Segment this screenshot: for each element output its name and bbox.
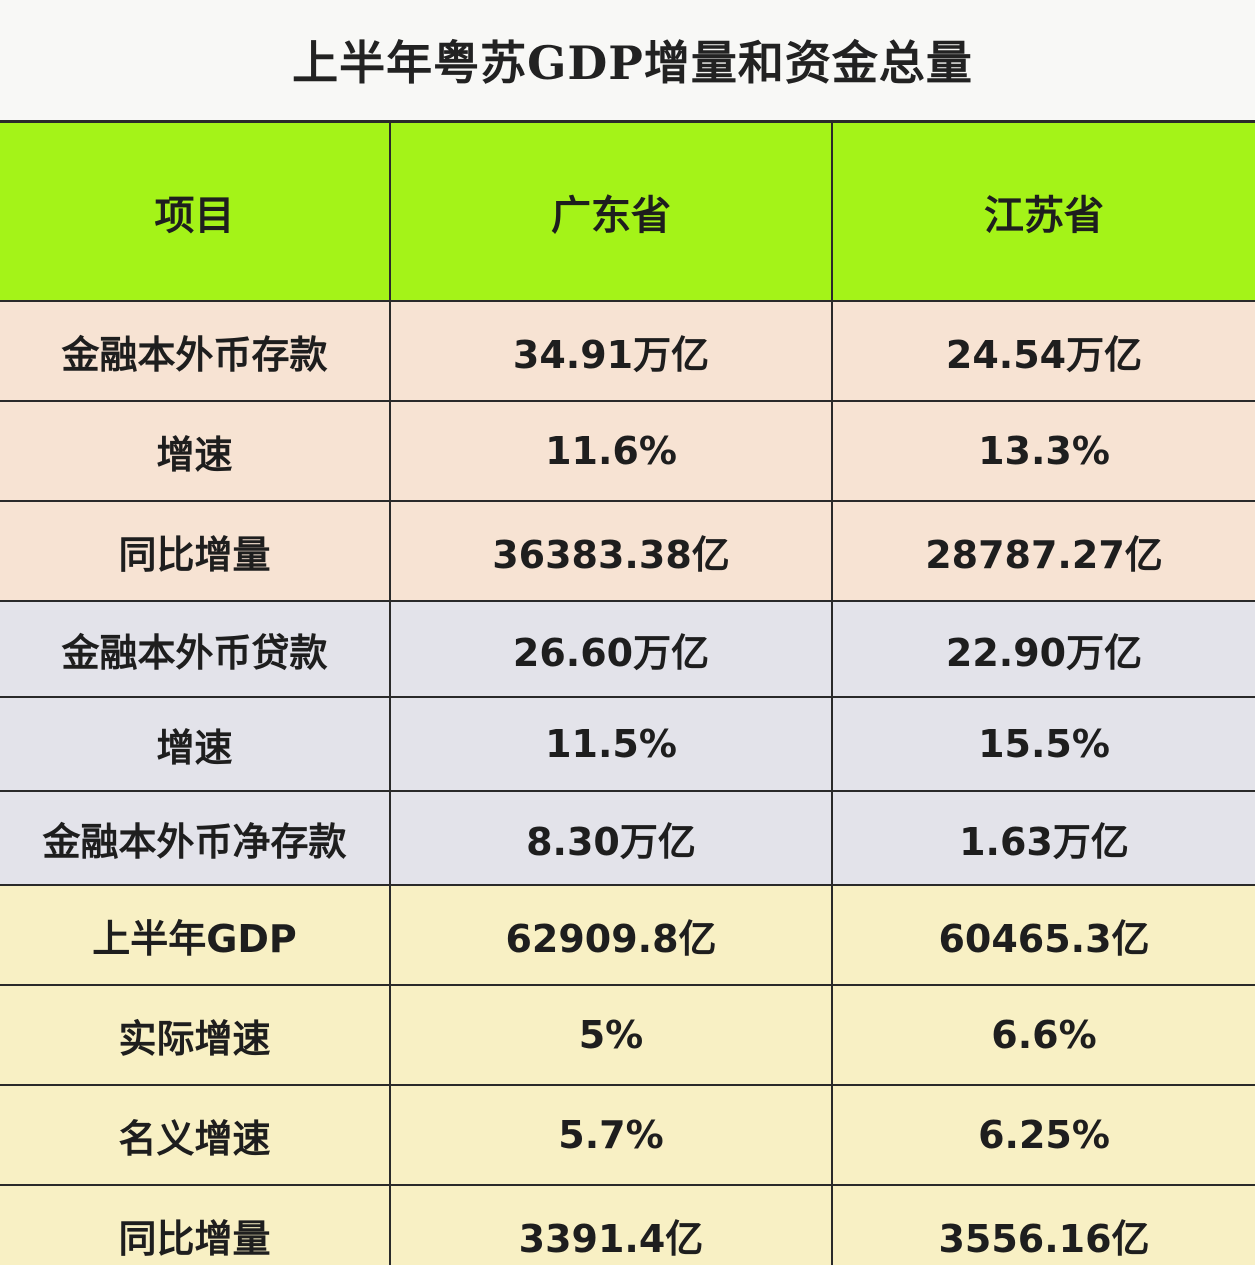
table-row: 增速 11.6% 13.3%	[0, 400, 1255, 502]
guangdong-value: 5%	[389, 984, 833, 1086]
jiangsu-value: 24.54万亿	[831, 300, 1255, 402]
column-header-jiangsu: 江苏省	[831, 120, 1255, 302]
table-row: 金融本外币存款 34.91万亿 24.54万亿	[0, 300, 1255, 402]
row-label: 同比增量	[0, 500, 391, 602]
row-label: 金融本外币净存款	[0, 790, 391, 886]
table-row: 名义增速 5.7% 6.25%	[0, 1084, 1255, 1186]
comparison-table: 项目 广东省 江苏省 金融本外币存款 34.91万亿 24.54万亿 增速 11…	[0, 120, 1255, 1265]
table-row: 金融本外币净存款 8.30万亿 1.63万亿	[0, 790, 1255, 886]
jiangsu-value: 22.90万亿	[831, 600, 1255, 698]
table-row: 上半年GDP 62909.8亿 60465.3亿	[0, 884, 1255, 986]
guangdong-value: 5.7%	[389, 1084, 833, 1186]
column-header-guangdong: 广东省	[389, 120, 833, 302]
row-label: 增速	[0, 696, 391, 792]
column-header-item: 项目	[0, 120, 391, 302]
row-label: 同比增量	[0, 1184, 391, 1265]
row-label: 金融本外币贷款	[0, 600, 391, 698]
table-row: 同比增量 36383.38亿 28787.27亿	[0, 500, 1255, 602]
guangdong-value: 11.5%	[389, 696, 833, 792]
jiangsu-value: 15.5%	[831, 696, 1255, 792]
row-label: 实际增速	[0, 984, 391, 1086]
row-label: 金融本外币存款	[0, 300, 391, 402]
guangdong-value: 36383.38亿	[389, 500, 833, 602]
table-row: 实际增速 5% 6.6%	[0, 984, 1255, 1086]
guangdong-value: 11.6%	[389, 400, 833, 502]
jiangsu-value: 3556.16亿	[831, 1184, 1255, 1265]
table-row: 同比增量 3391.4亿 3556.16亿	[0, 1184, 1255, 1265]
guangdong-value: 3391.4亿	[389, 1184, 833, 1265]
row-label: 名义增速	[0, 1084, 391, 1186]
jiangsu-value: 60465.3亿	[831, 884, 1255, 986]
guangdong-value: 34.91万亿	[389, 300, 833, 402]
jiangsu-value: 13.3%	[831, 400, 1255, 502]
table-row: 增速 11.5% 15.5%	[0, 696, 1255, 792]
guangdong-value: 8.30万亿	[389, 790, 833, 886]
guangdong-value: 62909.8亿	[389, 884, 833, 986]
table-row: 金融本外币贷款 26.60万亿 22.90万亿	[0, 600, 1255, 698]
jiangsu-value: 28787.27亿	[831, 500, 1255, 602]
page-title: 上半年粤苏GDP增量和资金总量	[292, 36, 973, 90]
jiangsu-value: 6.6%	[831, 984, 1255, 1086]
jiangsu-value: 1.63万亿	[831, 790, 1255, 886]
guangdong-value: 26.60万亿	[389, 600, 833, 698]
jiangsu-value: 6.25%	[831, 1084, 1255, 1186]
table-header-row: 项目 广东省 江苏省	[0, 120, 1255, 302]
row-label: 增速	[0, 400, 391, 502]
row-label: 上半年GDP	[0, 884, 391, 986]
